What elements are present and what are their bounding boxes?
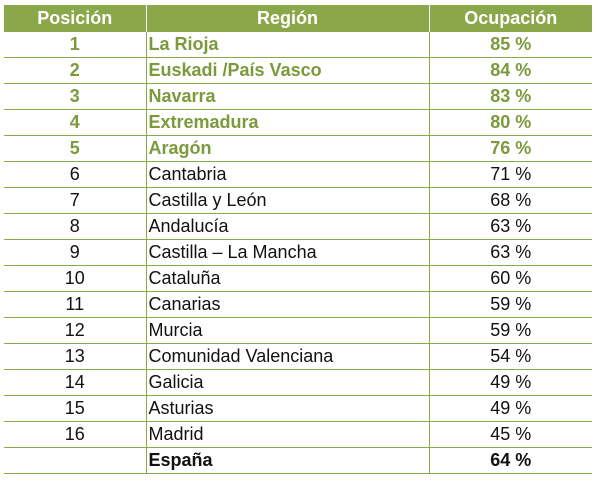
cell-position: 12 [4,317,147,344]
cell-position: 13 [4,343,147,370]
cell-region: Navarra [146,83,430,110]
table-row: 3 Navarra 83 % [4,83,592,110]
cell-region: Aragón [146,135,430,162]
table-body: 1 La Rioja 85 % 2 Euskadi /País Vasco 84 % 3 Na… [4,31,592,474]
header-row: Posición Región Ocupación [4,5,592,32]
cell-occupancy: 49 % [429,395,592,422]
cell-position: 3 [4,83,147,110]
cell-occupancy: 76 % [429,135,592,162]
table-row: 8 Andalucía 63 % [4,213,592,240]
cell-occupancy: 68 % [429,187,592,214]
header-region: Región [146,5,430,32]
cell-region: Cantabria [146,161,430,188]
cell-region: Canarias [146,291,430,318]
table-row: 14 Galicia 49 % [4,369,592,396]
cell-region: Comunidad Valenciana [146,343,430,370]
table-row: 2 Euskadi /País Vasco 84 % [4,57,592,84]
total-row: España 64 % [4,447,592,474]
cell-region: Madrid [146,421,430,448]
table-row: 5 Aragón 76 % [4,135,592,162]
total-region: España [146,447,430,474]
table-row: 1 La Rioja 85 % [4,31,592,58]
table-row: 12 Murcia 59 % [4,317,592,344]
table-row: 13 Comunidad Valenciana 54 % [4,343,592,370]
cell-region: Cataluña [146,265,430,292]
cell-position: 2 [4,57,147,84]
cell-region: Murcia [146,317,430,344]
cell-occupancy: 45 % [429,421,592,448]
header-position: Posición [4,5,147,32]
total-position [4,447,147,474]
cell-position: 11 [4,291,147,318]
cell-position: 16 [4,421,147,448]
occupancy-ranking-table: Posición Región Ocupación 1 La Rioja 85 % 2… [4,5,592,474]
cell-occupancy: 83 % [429,83,592,110]
cell-position: 9 [4,239,147,266]
cell-occupancy: 63 % [429,239,592,266]
cell-region: Galicia [146,369,430,396]
cell-region: Andalucía [146,213,430,240]
table-row: 10 Cataluña 60 % [4,265,592,292]
table-header: Posición Región Ocupación [4,5,592,32]
cell-region: La Rioja [146,31,430,58]
cell-position: 10 [4,265,147,292]
table-row: 11 Canarias 59 % [4,291,592,318]
cell-position: 1 [4,31,147,58]
header-occupancy: Ocupación [429,5,592,32]
cell-occupancy: 54 % [429,343,592,370]
cell-occupancy: 84 % [429,57,592,84]
table-row: 9 Castilla – La Mancha 63 % [4,239,592,266]
cell-position: 14 [4,369,147,396]
table-row: 4 Extremadura 80 % [4,109,592,136]
cell-occupancy: 59 % [429,291,592,318]
cell-position: 6 [4,161,147,188]
cell-region: Asturias [146,395,430,422]
table-row: 16 Madrid 45 % [4,421,592,448]
cell-occupancy: 71 % [429,161,592,188]
cell-occupancy: 85 % [429,31,592,58]
cell-region: Extremadura [146,109,430,136]
cell-occupancy: 60 % [429,265,592,292]
cell-region: Castilla y León [146,187,430,214]
cell-position: 5 [4,135,147,162]
cell-occupancy: 49 % [429,369,592,396]
cell-occupancy: 63 % [429,213,592,240]
total-occupancy: 64 % [429,447,592,474]
table-row: 7 Castilla y León 68 % [4,187,592,214]
table-row: 6 Cantabria 71 % [4,161,592,188]
table-row: 15 Asturias 49 % [4,395,592,422]
cell-region: Castilla – La Mancha [146,239,430,266]
cell-occupancy: 59 % [429,317,592,344]
cell-occupancy: 80 % [429,109,592,136]
cell-position: 7 [4,187,147,214]
cell-position: 15 [4,395,147,422]
cell-position: 4 [4,109,147,136]
cell-region: Euskadi /País Vasco [146,57,430,84]
cell-position: 8 [4,213,147,240]
